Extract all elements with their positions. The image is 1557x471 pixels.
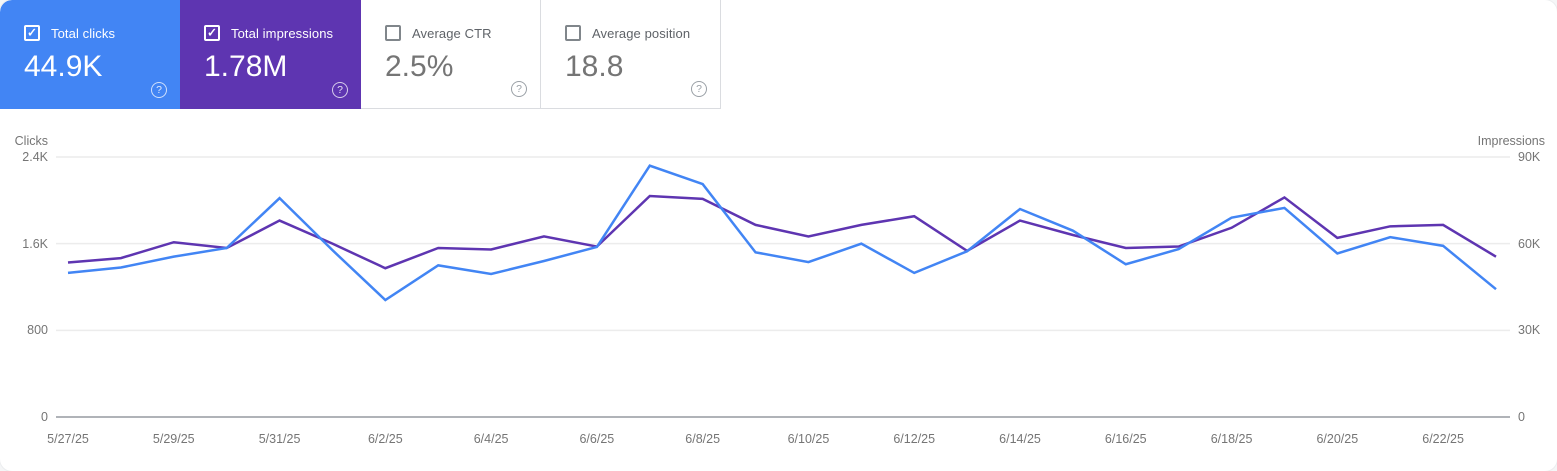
help-icon[interactable]: ? <box>691 81 707 97</box>
x-axis-tick: 6/20/25 <box>1316 432 1359 446</box>
metric-card-total-clicks[interactable]: ✓ Total clicks 44.9K ? <box>0 0 180 109</box>
card-header: ✓ Total clicks <box>0 0 180 41</box>
right-axis-tick: 0 <box>1518 410 1525 424</box>
help-icon[interactable]: ? <box>332 82 348 98</box>
checkmark-icon: ✓ <box>206 25 218 40</box>
x-axis-tick: 6/8/25 <box>685 432 721 446</box>
right-axis-title: Impressions <box>1477 134 1545 148</box>
average-position-checkbox[interactable] <box>565 25 581 41</box>
help-icon[interactable]: ? <box>151 82 167 98</box>
series-line-clicks <box>67 164 1497 302</box>
left-axis-tick: 0 <box>41 410 48 424</box>
right-axis-tick: 30K <box>1518 323 1541 338</box>
x-axis-tick: 6/10/25 <box>787 432 830 446</box>
metric-card-average-position[interactable]: Average position 18.8 ? <box>541 0 721 109</box>
total-impressions-value: 1.78M <box>204 50 288 83</box>
average-position-label: Average position <box>592 25 691 41</box>
metric-card-total-impressions[interactable]: ✓ Total impressions 1.78M ? <box>180 0 361 109</box>
total-clicks-label: Total clicks <box>51 25 116 41</box>
metric-card-average-ctr[interactable]: Average CTR 2.5% ? <box>361 0 541 109</box>
average-ctr-value: 2.5% <box>385 50 454 83</box>
metric-cards-row: ✓ Total clicks 44.9K ? ✓ Total impressio… <box>0 0 1557 109</box>
card-header: Average position <box>541 0 720 41</box>
left-axis-tick: 1.6K <box>22 236 48 251</box>
right-axis-tick: 90K <box>1518 150 1541 164</box>
average-ctr-label: Average CTR <box>412 25 492 41</box>
x-axis-tick: 6/18/25 <box>1210 432 1253 446</box>
x-axis-tick: 6/12/25 <box>893 432 936 446</box>
x-axis-tick: 6/2/25 <box>367 432 403 446</box>
checkmark-icon: ✓ <box>26 25 38 40</box>
total-impressions-label: Total impressions <box>231 25 334 41</box>
total-clicks-value: 44.9K <box>24 50 103 83</box>
total-impressions-checkbox[interactable]: ✓ <box>204 25 220 41</box>
x-axis-tick: 5/31/25 <box>258 432 301 446</box>
card-header: Average CTR <box>361 0 540 41</box>
left-axis-title: Clicks <box>14 134 48 148</box>
right-axis-tick: 60K <box>1518 236 1541 251</box>
average-ctr-checkbox[interactable] <box>385 25 401 41</box>
x-axis-tick: 6/14/25 <box>999 432 1041 446</box>
x-axis-tick: 6/4/25 <box>473 432 509 446</box>
x-axis-tick: 5/29/25 <box>152 432 195 446</box>
help-icon[interactable]: ? <box>511 81 527 97</box>
x-axis-tick: 6/22/25 <box>1422 432 1464 446</box>
left-axis-tick: 2.4K <box>22 150 48 164</box>
x-axis-tick: 6/6/25 <box>579 432 615 446</box>
average-position-value: 18.8 <box>565 50 624 83</box>
x-axis-tick: 5/27/25 <box>47 432 89 446</box>
card-header: ✓ Total impressions <box>180 0 361 41</box>
left-axis-tick: 800 <box>27 323 48 338</box>
x-axis-tick: 6/16/25 <box>1104 432 1147 446</box>
total-clicks-checkbox[interactable]: ✓ <box>24 25 40 41</box>
